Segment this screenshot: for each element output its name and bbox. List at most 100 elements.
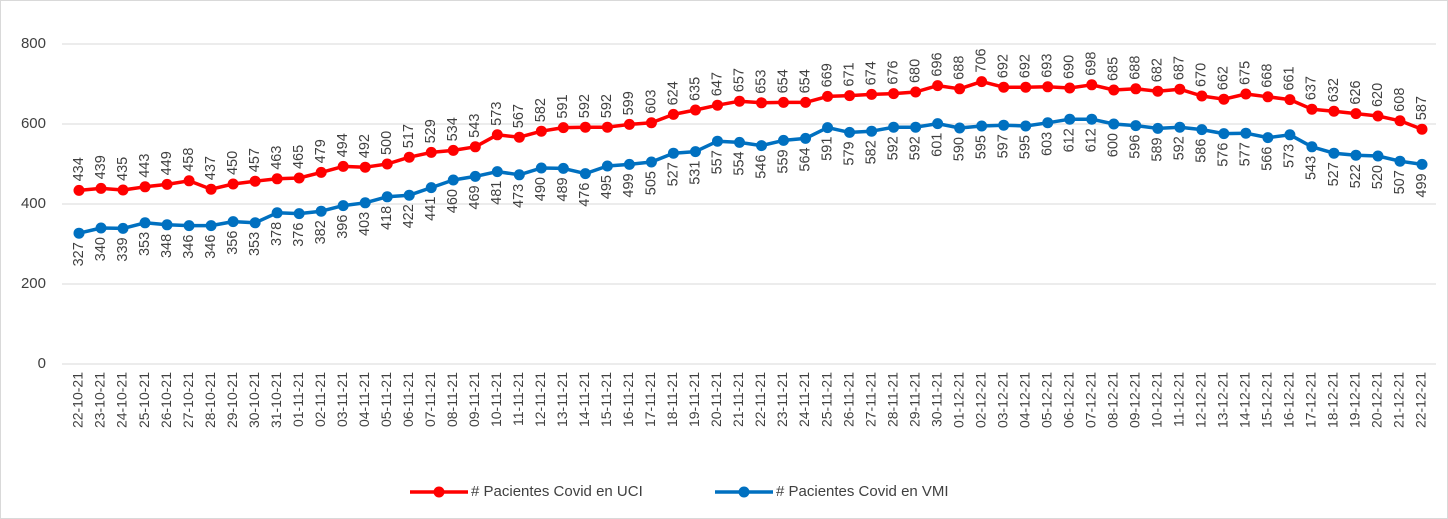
data-label: 587	[1414, 96, 1430, 120]
x-tick-label: 23-11-21	[774, 372, 790, 427]
x-tick-label: 22-11-21	[752, 372, 768, 427]
data-label: 567	[511, 104, 527, 128]
data-label: 449	[159, 151, 175, 175]
data-label: 339	[115, 237, 131, 261]
data-point	[469, 170, 481, 182]
data-label: 348	[159, 234, 175, 258]
x-tick-label: 29-11-21	[906, 372, 922, 427]
x-tick-label: 03-11-21	[334, 372, 350, 427]
data-label: 403	[357, 212, 373, 236]
data-label: 507	[1392, 170, 1408, 194]
x-tick-label: 17-11-21	[642, 372, 658, 427]
x-tick-label: 27-10-21	[180, 372, 196, 428]
data-label: 637	[1304, 76, 1320, 100]
x-tick-label: 01-12-21	[950, 372, 966, 428]
x-tick-label: 19-12-21	[1347, 372, 1363, 428]
x-tick-label: 28-10-21	[202, 372, 218, 428]
x-tick-label: 23-10-21	[92, 372, 108, 428]
x-tick-label: 21-12-21	[1391, 372, 1407, 428]
data-point	[447, 174, 459, 186]
data-label: 554	[731, 151, 747, 175]
data-point	[1372, 110, 1384, 122]
data-point	[337, 200, 349, 212]
data-label: 690	[1062, 55, 1078, 79]
data-point	[998, 81, 1010, 93]
data-label: 566	[1260, 147, 1276, 171]
data-label: 500	[379, 131, 395, 155]
data-point	[932, 80, 944, 92]
data-label: 653	[753, 70, 769, 94]
x-tick-label: 09-11-21	[466, 372, 482, 427]
data-point	[601, 160, 613, 172]
x-tick-label: 07-11-21	[422, 372, 438, 427]
data-label: 517	[401, 124, 417, 148]
data-label: 592	[599, 94, 615, 118]
data-label: 608	[1392, 88, 1408, 112]
data-point	[337, 160, 349, 172]
x-tick-label: 05-11-21	[378, 372, 394, 427]
data-point	[513, 131, 525, 143]
data-point	[910, 86, 922, 98]
data-label: 437	[203, 156, 219, 180]
data-label: 595	[1018, 135, 1034, 159]
data-label: 376	[291, 223, 307, 247]
x-tick-label: 16-12-21	[1281, 372, 1297, 428]
data-point	[1306, 103, 1318, 115]
data-label: 592	[885, 136, 901, 160]
data-label: 492	[357, 134, 373, 158]
data-point	[403, 189, 415, 201]
x-tick-label: 11-12-21	[1171, 372, 1187, 427]
data-point	[866, 88, 878, 100]
x-tick-label: 20-11-21	[708, 372, 724, 427]
data-label: 573	[489, 102, 505, 126]
data-label: 654	[775, 69, 791, 93]
legend-marker	[433, 486, 445, 498]
data-label: 443	[137, 154, 153, 178]
data-point	[139, 217, 151, 229]
data-point	[1152, 122, 1164, 134]
data-point	[623, 158, 635, 170]
data-point	[689, 104, 701, 116]
data-point	[1394, 155, 1406, 167]
x-tick-label: 31-10-21	[268, 372, 284, 428]
data-label: 586	[1194, 139, 1210, 163]
x-tick-label: 02-11-21	[312, 372, 328, 427]
data-point	[733, 136, 745, 148]
data-point	[205, 183, 217, 195]
data-label: 564	[797, 147, 813, 171]
x-tick-label: 14-12-21	[1237, 372, 1253, 428]
x-tick-label: 21-11-21	[730, 372, 746, 427]
data-point	[1350, 108, 1362, 120]
data-label: 668	[1260, 64, 1276, 88]
data-point	[183, 175, 195, 187]
data-point	[535, 125, 547, 137]
y-tick-label: 800	[21, 35, 46, 52]
data-point	[667, 147, 679, 159]
data-point	[844, 126, 856, 138]
data-label: 620	[1370, 83, 1386, 107]
data-point	[1042, 117, 1054, 129]
data-point	[117, 222, 129, 234]
data-label: 626	[1348, 80, 1364, 104]
data-label: 682	[1150, 58, 1166, 82]
data-point	[756, 140, 768, 152]
x-tick-label: 22-12-21	[1413, 372, 1429, 428]
data-label: 520	[1370, 165, 1386, 189]
data-point	[1130, 120, 1142, 132]
x-tick-label: 12-12-21	[1193, 372, 1209, 428]
data-label: 595	[974, 135, 990, 159]
data-point	[689, 146, 701, 158]
x-tick-label: 03-12-21	[994, 372, 1010, 428]
data-label: 597	[996, 134, 1012, 158]
data-label: 450	[225, 151, 241, 175]
data-label: 600	[1106, 133, 1122, 157]
data-point	[95, 222, 107, 234]
data-label: 603	[643, 90, 659, 114]
data-point	[161, 178, 173, 190]
data-label: 591	[819, 137, 835, 161]
data-label: 577	[1238, 142, 1254, 166]
data-point	[557, 162, 569, 174]
data-point	[535, 162, 547, 174]
data-point	[888, 121, 900, 133]
data-point	[161, 219, 173, 231]
